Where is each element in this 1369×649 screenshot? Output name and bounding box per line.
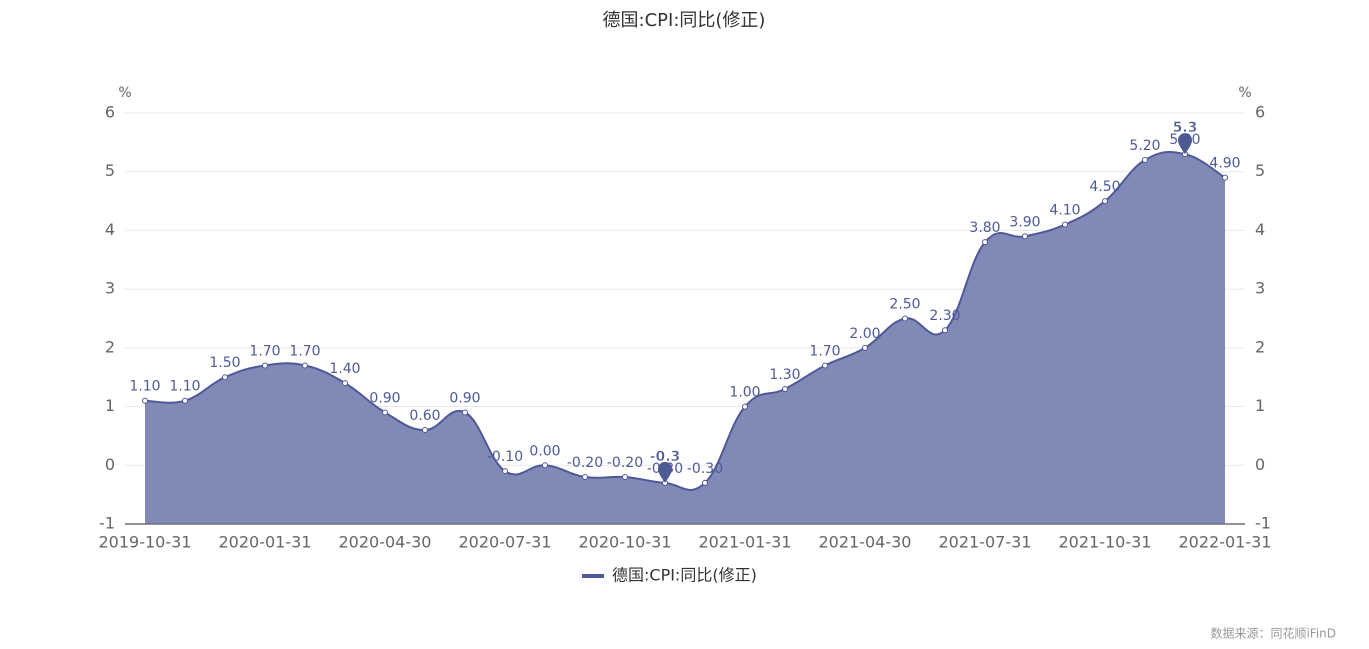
point <box>1102 198 1108 205</box>
data-label: -0.30 <box>687 461 723 477</box>
point <box>302 362 308 369</box>
x-tick-label: 2021-07-31 <box>939 533 1032 552</box>
data-label: 1.70 <box>809 343 840 359</box>
mark-label: -0.3 <box>650 449 681 465</box>
x-tick-label: 2020-01-31 <box>219 533 312 552</box>
point <box>782 385 788 392</box>
point <box>702 479 708 486</box>
data-label: -0.20 <box>607 455 643 471</box>
y2-unit: % <box>1238 85 1251 101</box>
point <box>1062 221 1068 228</box>
y-tick-label: 6 <box>105 103 115 122</box>
point <box>582 474 588 481</box>
data-label: 3.90 <box>1009 214 1040 230</box>
data-label: -0.20 <box>567 455 603 471</box>
data-label: 3.80 <box>969 220 1000 236</box>
x-tick-label: 2021-10-31 <box>1059 533 1152 552</box>
data-label: 0.60 <box>409 408 440 424</box>
y-tick-label: 5 <box>105 161 115 180</box>
point <box>822 362 828 369</box>
x-tick-label: 2021-01-31 <box>699 533 792 552</box>
point <box>462 409 468 416</box>
y-tick-label: 1 <box>105 396 115 415</box>
point <box>422 427 428 434</box>
y-tick-label: 3 <box>105 279 115 298</box>
y2-tick-label: 6 <box>1255 103 1265 122</box>
data-label: 1.70 <box>249 343 280 359</box>
y2-tick-label: 0 <box>1255 455 1265 474</box>
mark-pin <box>658 461 673 483</box>
data-label: 4.10 <box>1049 203 1080 219</box>
y-tick-label: 0 <box>105 455 115 474</box>
x-tick-label: 2021-04-30 <box>819 533 912 552</box>
y-unit: % <box>118 85 131 101</box>
x-tick-label: 2020-07-31 <box>459 533 552 552</box>
point <box>942 327 948 334</box>
point <box>342 380 348 387</box>
data-label: 0.90 <box>369 390 400 406</box>
data-label: 4.90 <box>1209 156 1240 172</box>
data-label: 2.50 <box>889 297 920 313</box>
mark-label: 5.3 <box>1173 120 1198 136</box>
point <box>382 409 388 416</box>
source: 数据来源：同花顺iFinD <box>1210 626 1336 641</box>
y2-tick-label: -1 <box>1255 514 1271 533</box>
y2-tick-label: 1 <box>1255 396 1265 415</box>
point <box>862 344 868 351</box>
data-label: 1.50 <box>209 355 240 371</box>
y2-tick-label: 3 <box>1255 279 1265 298</box>
point <box>222 374 228 381</box>
x-tick-label: 2020-04-30 <box>339 533 432 552</box>
point <box>902 315 908 322</box>
data-label: 0.90 <box>449 390 480 406</box>
data-label: 1.10 <box>129 379 160 395</box>
data-label: 1.40 <box>329 361 360 377</box>
x-tick-label: 2020-10-31 <box>579 533 672 552</box>
point <box>502 468 508 475</box>
point <box>1142 156 1148 163</box>
y2-tick-label: 5 <box>1255 161 1265 180</box>
point <box>142 397 148 404</box>
point <box>182 397 188 404</box>
data-label: 1.00 <box>729 385 760 401</box>
chart-title: 德国:CPI:同比(修正) <box>603 10 766 31</box>
y-tick-label: 2 <box>105 337 115 356</box>
area <box>145 151 1225 524</box>
data-label: 0.00 <box>529 443 560 459</box>
point <box>982 239 988 246</box>
data-label: 2.00 <box>849 326 880 342</box>
data-label: 5.20 <box>1129 138 1160 154</box>
point <box>1022 233 1028 240</box>
x-tick-label: 2022-01-31 <box>1179 533 1272 552</box>
data-label: -0.10 <box>487 449 523 465</box>
x-tick-label: 2019-10-31 <box>99 533 192 552</box>
point <box>742 403 748 410</box>
y2-tick-label: 2 <box>1255 337 1265 356</box>
data-label: 1.30 <box>769 367 800 383</box>
y-tick-label: 4 <box>105 220 115 239</box>
data-label: 4.50 <box>1089 179 1120 195</box>
point <box>1222 174 1228 181</box>
data-label: 2.30 <box>929 308 960 324</box>
point <box>622 474 628 481</box>
data-label: 1.10 <box>169 379 200 395</box>
legend-label: 德国:CPI:同比(修正) <box>612 566 757 585</box>
line <box>144 150 1226 491</box>
mark-pin <box>1178 133 1192 155</box>
point <box>542 462 548 469</box>
y2-tick-label: 4 <box>1255 220 1265 239</box>
y-tick-label: -1 <box>99 514 115 533</box>
point <box>262 362 268 369</box>
data-label: 1.70 <box>289 343 320 359</box>
